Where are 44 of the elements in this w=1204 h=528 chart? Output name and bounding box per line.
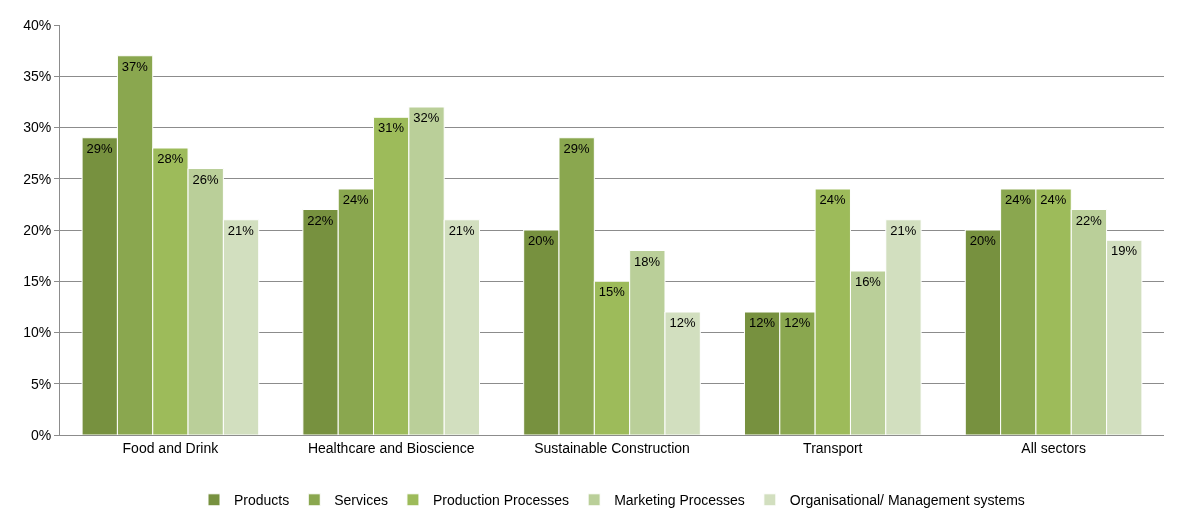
data-label: 31% xyxy=(377,120,405,136)
data-label: 12% xyxy=(748,315,776,330)
x-tick-label: Transport xyxy=(803,439,863,456)
data-label: 22% xyxy=(307,212,334,228)
data-label: 21% xyxy=(890,222,917,238)
data-label: 26% xyxy=(192,171,219,187)
data-label: 24% xyxy=(1040,192,1067,207)
y-tick-label: 5% xyxy=(30,375,52,392)
y-tick-label: 30% xyxy=(23,119,52,136)
y-tick-label: 20% xyxy=(23,221,52,238)
data-label: 20% xyxy=(969,233,997,248)
legend-label: Production Processes xyxy=(432,492,570,509)
x-tick-label: All sectors xyxy=(1021,439,1086,456)
y-tick-label: 0% xyxy=(30,426,52,443)
data-label: 24% xyxy=(342,192,370,207)
data-label: 29% xyxy=(86,140,113,156)
data-label: 37% xyxy=(121,58,149,74)
data-label: 12% xyxy=(784,315,811,330)
data-label: 24% xyxy=(819,192,847,207)
x-tick-label: Healthcare and Bioscience xyxy=(307,439,475,456)
data-label: 22% xyxy=(1075,212,1103,228)
y-tick-label: 15% xyxy=(23,273,52,290)
x-tick-label: Food and Drink xyxy=(122,439,220,456)
data-label: 21% xyxy=(448,222,476,238)
data-label: 24% xyxy=(1005,192,1032,207)
data-label: 28% xyxy=(157,151,184,166)
data-label: 19% xyxy=(1111,243,1138,259)
y-tick-label: 25% xyxy=(23,170,52,187)
legend-label: Marketing Processes xyxy=(614,492,745,509)
data-label: 18% xyxy=(634,253,661,269)
data-label: 21% xyxy=(227,222,255,238)
x-tick-label: Sustainable Construction xyxy=(534,439,690,456)
y-tick-label: 35% xyxy=(23,68,52,85)
data-label: 20% xyxy=(528,233,555,248)
legend-label: Organisational/ Management systems xyxy=(789,492,1025,509)
data-label: 15% xyxy=(598,284,626,300)
legend-label: Products xyxy=(234,492,290,509)
y-tick-label: 40% xyxy=(23,16,52,33)
y-tick-label: 10% xyxy=(23,324,52,341)
data-label: 12% xyxy=(669,315,696,330)
data-label: 16% xyxy=(854,274,882,289)
data-label: 32% xyxy=(413,110,440,125)
legend-label: Services xyxy=(334,492,388,509)
data-label: 29% xyxy=(563,140,590,156)
